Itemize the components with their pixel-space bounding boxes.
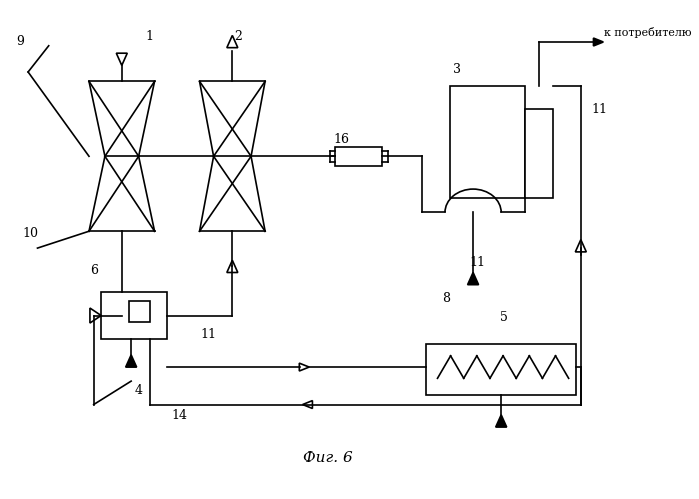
Bar [525,109,553,199]
Text: 3: 3 [453,63,461,76]
Text: 1: 1 [146,30,154,43]
Text: 11: 11 [591,103,607,116]
Bar [101,292,167,339]
Text: 14: 14 [172,409,188,422]
Polygon shape [496,415,507,427]
Text: 9: 9 [17,35,24,48]
Bar [336,147,382,166]
Bar [426,344,576,395]
Polygon shape [126,355,136,367]
Bar [449,86,525,199]
Text: к потребителю: к потребителю [604,27,692,38]
Text: 16: 16 [334,133,350,146]
Text: 5: 5 [500,311,508,324]
Polygon shape [468,272,479,284]
Text: 6: 6 [89,264,98,277]
Text: 4: 4 [135,384,143,397]
Text: Фиг. 6: Фиг. 6 [303,451,353,465]
Bar [129,301,150,322]
Text: 8: 8 [442,292,450,305]
Text: 11: 11 [470,255,486,268]
Text: 10: 10 [23,227,39,240]
Text: 2: 2 [234,30,242,43]
Polygon shape [593,38,603,46]
Text: 11: 11 [200,328,216,341]
